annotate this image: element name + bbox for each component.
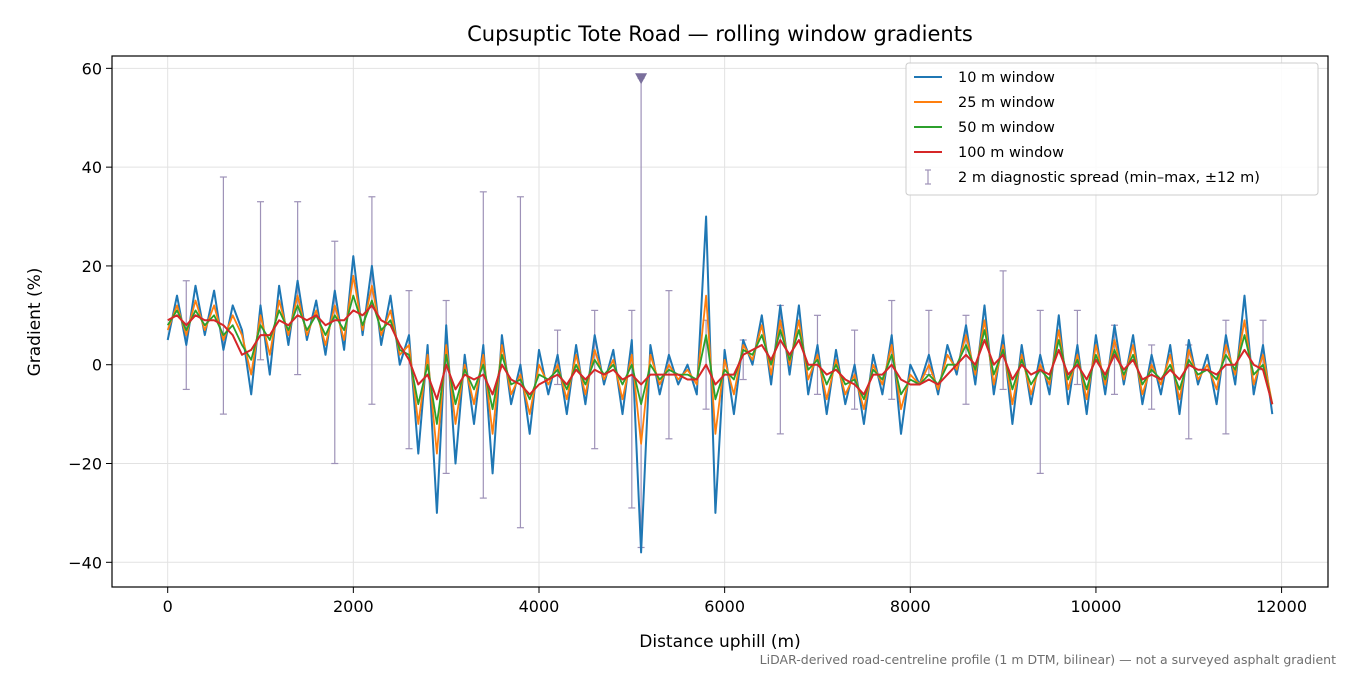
legend: 10 m window 25 m window 50 m window 100 m w… — [905, 62, 1319, 196]
legend-label-3: 50 m window — [958, 120, 1055, 136]
legend-frame — [905, 62, 1319, 196]
y-tick-label: 60 — [82, 59, 102, 78]
series-line-4 — [167, 304, 1274, 405]
x-tick-label: 0 — [163, 597, 173, 616]
diagnostic-spread-bar — [405, 290, 413, 450]
x-tick-label: 8000 — [890, 597, 931, 616]
diagnostic-spread-bar — [516, 196, 524, 529]
plot-area — [166, 73, 1274, 554]
y-axis-ticks: −40 −20 0 20 40 60 — [68, 59, 112, 572]
x-axis-ticks: 0 2000 4000 6000 8000 10000 12000 — [163, 587, 1307, 616]
diagnostic-spread-bar — [331, 240, 339, 465]
x-tick-label: 10000 — [1070, 597, 1121, 616]
footnote: LiDAR-derived road-centreline profile (1… — [760, 652, 1336, 667]
x-tick-label: 6000 — [704, 597, 745, 616]
diagnostic-spread-bar — [257, 201, 265, 361]
legend-label-1: 10 m window — [958, 70, 1055, 86]
series-line-1 — [166, 215, 1274, 554]
y-tick-label: 40 — [82, 158, 102, 177]
diagnostic-spread-bar — [294, 201, 302, 376]
grid-lines — [112, 56, 1328, 587]
series-line-3 — [166, 294, 1274, 425]
y-axis-label: Gradient (%) — [25, 268, 45, 377]
diagnostic-spread-bar — [591, 309, 599, 450]
y-tick-label: −20 — [68, 455, 102, 474]
y-tick-label: −40 — [68, 553, 102, 572]
legend-label-spread: 2 m diagnostic spread (min–max, ±12 m) — [958, 170, 1260, 186]
outlier-marker — [635, 73, 648, 85]
legend-label-2: 25 m window — [958, 95, 1055, 111]
axes-frame — [111, 55, 1329, 588]
diagnostic-spread-bar — [1036, 309, 1044, 474]
x-tick-label: 12000 — [1256, 597, 1307, 616]
diagnostic-spread-bar — [219, 176, 227, 415]
legend-label-4: 100 m window — [958, 145, 1064, 161]
x-axis-label: Distance uphill (m) — [639, 632, 800, 652]
series-line-2 — [166, 274, 1274, 455]
y-tick-label: 0 — [92, 356, 102, 375]
diagnostic-spread-bar — [999, 270, 1007, 391]
x-tick-label: 2000 — [333, 597, 374, 616]
x-tick-label: 4000 — [519, 597, 560, 616]
chart-title: Cupsuptic Tote Road — rolling window gra… — [467, 22, 973, 46]
y-tick-label: 20 — [82, 257, 102, 276]
